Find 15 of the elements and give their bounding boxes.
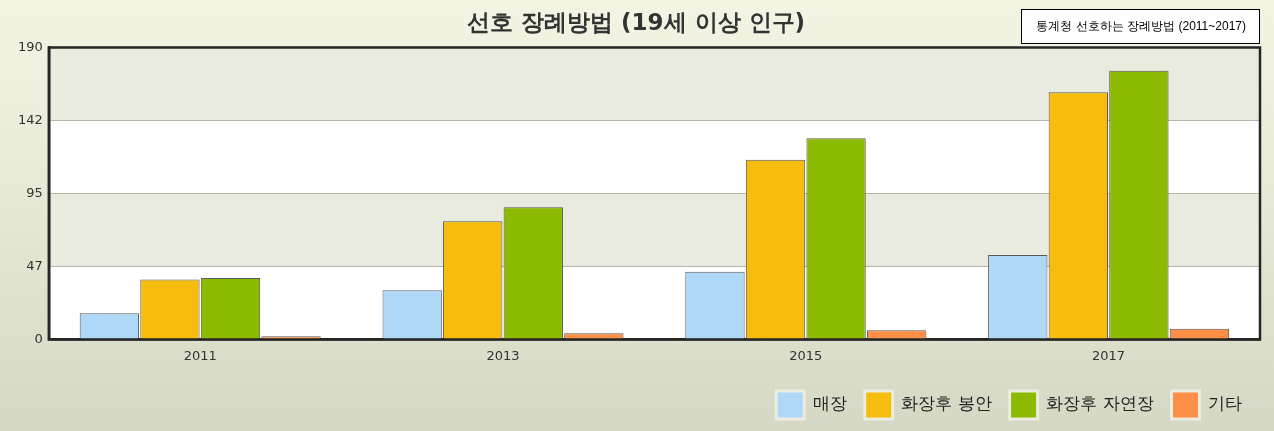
y-tick-label: 142 [17,111,43,127]
y-tick-label: 0 [34,330,43,346]
chart-title: 선호 장례방법 (19세 이상 인구) [466,8,806,35]
x-tick-label: 2015 [789,347,823,363]
text: 통계청 선호하는 장례방법 (2011~2017) [1036,18,1246,35]
y-tick-label: 190 [17,38,43,54]
legend-label: 화장후 자연장 [1046,393,1154,414]
x-tick-label: 2011 [183,347,217,363]
legend-label: 기타 [1208,393,1242,414]
y-tick-label: 47 [26,257,43,273]
x-tick-label: 2013 [486,347,520,363]
legend-label: 화장후 봉안 [901,393,992,414]
y-tick-label: 95 [26,184,43,200]
x-tick-label: 2017 [1092,347,1126,363]
legend-label: 매장 [812,393,847,414]
